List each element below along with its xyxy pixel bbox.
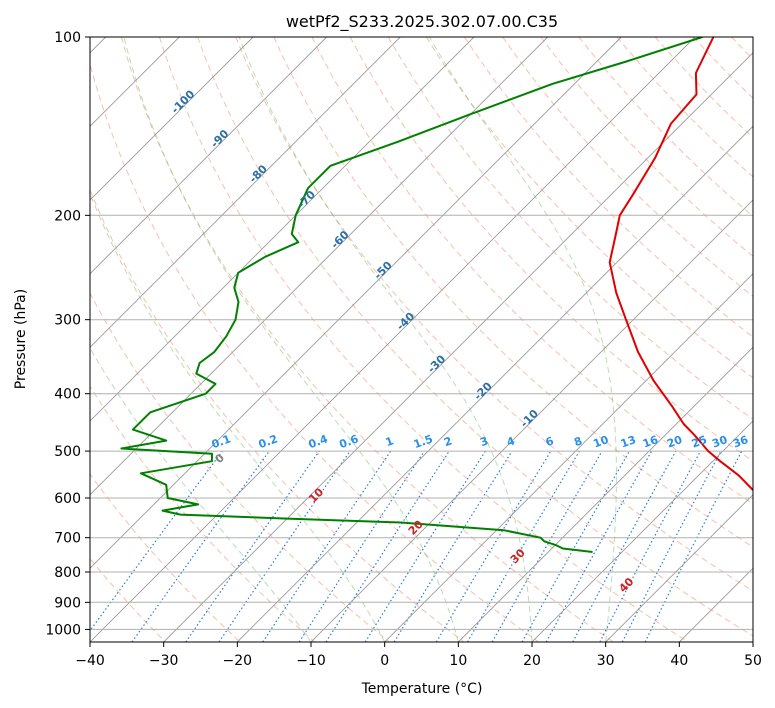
mixing-ratio-line xyxy=(90,450,223,632)
mixing-ratio-line xyxy=(545,450,653,642)
y-axis-label: Pressure (hPa) xyxy=(13,289,29,389)
mixing-ratio-label: 4 xyxy=(505,434,517,449)
mixing-ratio-label: 20 xyxy=(665,433,684,451)
x-tick-label: 20 xyxy=(523,653,541,669)
y-tick-label: 700 xyxy=(54,531,81,547)
dry-adiabat xyxy=(235,37,753,592)
isotherm-line xyxy=(457,346,753,642)
mixing-ratio-line xyxy=(262,450,392,642)
mixing-ratio-line xyxy=(644,450,743,642)
mixing-ratio-line xyxy=(393,450,513,642)
temperature-profile-line xyxy=(608,37,753,492)
mixing-ratio-label: 1.5 xyxy=(412,432,435,451)
isotherm-line xyxy=(90,37,401,348)
mixing-ratio-line xyxy=(521,450,631,642)
moist-adiabat xyxy=(90,192,386,642)
mixing-ratio-line xyxy=(131,450,270,642)
isotherm-line xyxy=(90,37,549,496)
x-tick-label: −20 xyxy=(223,653,253,669)
isotherm-line xyxy=(90,37,622,569)
mixing-ratio-label: 1 xyxy=(384,434,396,449)
axis-ticks: −40 −30 −20 −10 0 10 20 30 40 5010020030040050060… xyxy=(45,30,762,669)
mixing-ratio-label: 36 xyxy=(731,433,750,451)
mixing-ratio-line xyxy=(325,450,450,642)
isotherm-line xyxy=(163,52,753,642)
moist-adiabat xyxy=(428,37,617,642)
isotherm-line xyxy=(531,420,753,642)
mixing-ratio-label: 3 xyxy=(478,434,490,449)
dry-adiabat xyxy=(90,292,390,642)
mixing-ratio-label: 0.1 xyxy=(210,432,233,451)
x-tick-label: −30 xyxy=(149,653,179,669)
dry-adiabat xyxy=(120,37,614,642)
x-tick-label: 0 xyxy=(380,653,389,669)
x-tick-label: 30 xyxy=(597,653,615,669)
x-tick-label: 40 xyxy=(670,653,688,669)
y-tick-label: 200 xyxy=(54,208,81,224)
isotherm-line xyxy=(310,199,753,642)
mixing-ratio-label: 8 xyxy=(572,434,584,449)
mixing-ratio-line xyxy=(185,450,320,642)
plot-frame xyxy=(89,36,754,643)
profile-lines xyxy=(120,37,753,553)
mixing-ratio-label: 2 xyxy=(442,434,454,449)
y-tick-label: 300 xyxy=(54,313,81,329)
dewpoint-profile-line xyxy=(120,37,703,553)
y-tick-label: 600 xyxy=(54,491,81,507)
isotherm-line xyxy=(90,37,328,275)
mixing-ratio-label: 0.6 xyxy=(338,432,361,451)
y-tick-label: 400 xyxy=(54,387,81,403)
chart-title: wetPf2_S233.2025.302.07.00.C35 xyxy=(286,12,558,32)
grid-lines xyxy=(90,37,753,642)
dry-adiabat xyxy=(349,37,753,462)
dry-adiabat xyxy=(540,37,753,257)
y-tick-label: 500 xyxy=(54,444,81,460)
mixing-ratio-label: 25 xyxy=(690,433,709,450)
dry-adiabat xyxy=(273,37,753,548)
isotherm-line xyxy=(384,273,753,642)
mixing-ratio-label: 16 xyxy=(641,433,660,451)
x-tick-label: −10 xyxy=(296,653,326,669)
mixing-ratio-line xyxy=(572,450,677,642)
isotherm-line xyxy=(90,37,696,642)
isotherm-line xyxy=(90,37,475,422)
mixing-ratio-label: 10 xyxy=(591,433,610,451)
x-tick-label: 10 xyxy=(449,653,467,669)
y-tick-label: 800 xyxy=(54,565,81,581)
moist-adiabat xyxy=(123,37,459,642)
isotherm-line xyxy=(90,37,254,201)
moist-adiabat xyxy=(238,37,533,642)
mixing-ratio-label: 30 xyxy=(710,433,729,451)
dry-adiabat xyxy=(197,37,753,637)
dry-adiabat xyxy=(387,37,753,420)
dry-adiabat xyxy=(311,37,753,505)
mixing-ratio-line xyxy=(298,450,425,642)
x-tick-label: 50 xyxy=(744,653,762,669)
x-tick-label: −40 xyxy=(75,653,105,669)
isotherm-line xyxy=(236,125,753,642)
y-tick-label: 1000 xyxy=(45,622,81,638)
mixing-ratio-label: 0.2 xyxy=(257,432,280,451)
mixing-ratio-label: 13 xyxy=(619,433,638,450)
x-axis-label: Temperature (°C) xyxy=(361,681,483,697)
mixing-ratio-line xyxy=(218,450,351,642)
dry-adiabat xyxy=(425,37,753,379)
isotherm-line xyxy=(605,494,753,642)
y-tick-label: 900 xyxy=(54,595,81,611)
y-tick-label: 100 xyxy=(54,30,81,46)
mixing-ratio-label: 6 xyxy=(544,434,556,449)
mixing-ratio-label: 0.4 xyxy=(307,432,330,451)
